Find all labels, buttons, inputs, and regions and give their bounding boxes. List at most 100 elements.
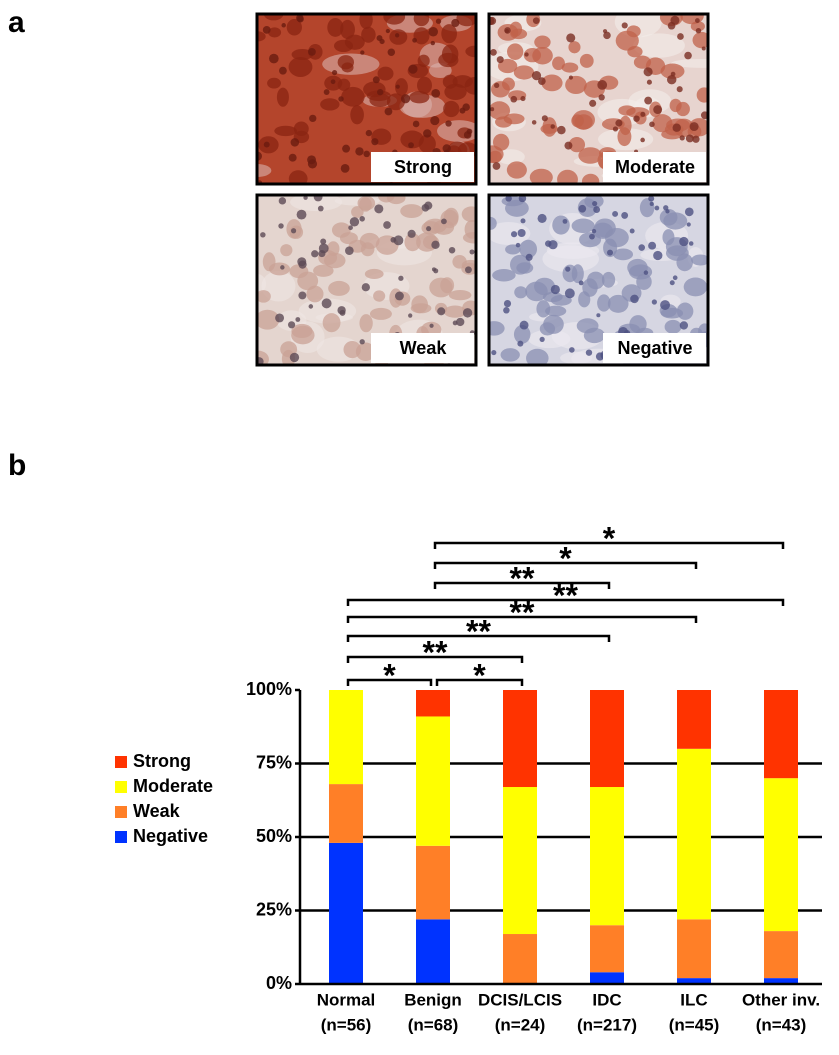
cell xyxy=(306,285,324,303)
nucleus xyxy=(459,107,466,114)
legend-label: Moderate xyxy=(133,776,213,796)
cell xyxy=(578,147,603,164)
sample-size: (n=68) xyxy=(408,1015,459,1034)
bar-segment xyxy=(416,845,450,920)
bar-segment xyxy=(503,690,537,788)
nucleus xyxy=(428,27,438,37)
cell xyxy=(340,19,355,40)
nucleus xyxy=(452,320,458,326)
x-tick-label: IDC xyxy=(592,990,621,1009)
cell xyxy=(268,262,291,276)
nucleus xyxy=(643,67,653,77)
nucleus xyxy=(348,225,353,231)
y-tick-label: 25% xyxy=(256,899,292,919)
bar-segment xyxy=(503,934,537,984)
significance-bracket xyxy=(346,615,698,623)
nucleus xyxy=(564,141,573,150)
cell xyxy=(293,121,309,137)
cell xyxy=(257,290,271,303)
nucleus xyxy=(337,306,346,315)
bar-segment xyxy=(677,748,711,920)
nucleus xyxy=(290,138,300,147)
nucleus xyxy=(649,201,654,206)
nucleus xyxy=(505,195,512,202)
cell xyxy=(492,268,516,282)
cell xyxy=(543,314,564,334)
nucleus xyxy=(603,31,611,40)
cell xyxy=(417,54,430,68)
bar-segment xyxy=(590,972,624,984)
cell xyxy=(452,255,467,269)
nucleus xyxy=(423,129,432,138)
nucleus xyxy=(331,69,338,76)
cell xyxy=(400,204,423,219)
nucleus xyxy=(408,64,418,74)
label-box xyxy=(371,333,474,363)
nucleus xyxy=(393,235,404,246)
significance-bracket xyxy=(346,655,524,663)
cell xyxy=(514,286,528,299)
nucleus xyxy=(383,221,391,229)
bar-segment xyxy=(590,925,624,973)
cell xyxy=(492,133,510,151)
stroma xyxy=(633,33,685,58)
cell xyxy=(386,93,405,111)
cell xyxy=(377,195,395,203)
nucleus xyxy=(688,241,694,246)
nucleus xyxy=(360,50,365,55)
nucleus xyxy=(596,313,601,318)
legend-swatch xyxy=(115,806,127,818)
nucleus xyxy=(303,195,308,200)
nucleus xyxy=(520,218,526,224)
y-tick-label: 75% xyxy=(256,752,292,772)
cell xyxy=(562,264,578,283)
nucleus xyxy=(340,164,350,173)
cell xyxy=(359,197,372,212)
nucleus xyxy=(469,249,475,255)
cell xyxy=(410,303,432,314)
cell xyxy=(267,77,281,89)
nucleus xyxy=(330,79,336,85)
nucleus xyxy=(578,204,587,213)
nucleus xyxy=(365,129,373,137)
y-tick-label: 0% xyxy=(266,973,292,993)
nucleus xyxy=(591,228,597,234)
nucleus xyxy=(684,51,692,60)
nucleus xyxy=(670,71,676,77)
nucleus xyxy=(550,284,560,295)
nucleus xyxy=(644,96,653,105)
nucleus xyxy=(490,107,495,112)
nucleus xyxy=(550,124,555,129)
cell xyxy=(464,76,476,95)
nucleus xyxy=(390,237,397,243)
legend-swatch xyxy=(115,831,127,843)
cell xyxy=(440,277,455,294)
cell xyxy=(464,219,476,239)
cell xyxy=(525,281,548,302)
cell xyxy=(333,39,354,53)
nucleus xyxy=(320,238,327,245)
bar-segment xyxy=(677,690,711,749)
legend-swatch xyxy=(115,781,127,793)
cell xyxy=(619,115,632,136)
x-tick-label: DCIS/LCIS xyxy=(478,990,562,1009)
cell xyxy=(413,27,430,45)
y-tick-label: 100% xyxy=(246,679,292,699)
bar-segment xyxy=(677,919,711,979)
cell xyxy=(626,25,641,38)
nucleus xyxy=(379,38,385,45)
nucleus xyxy=(387,48,396,56)
sample-size: (n=217) xyxy=(577,1015,637,1034)
micrograph: Strong xyxy=(255,12,478,186)
nucleus xyxy=(643,270,649,275)
nucleus xyxy=(510,95,518,103)
nucleus xyxy=(640,137,645,143)
cell xyxy=(680,14,704,25)
nucleus xyxy=(491,350,497,356)
x-tick-label: Other inv. xyxy=(742,990,820,1009)
cell xyxy=(461,206,476,222)
cell xyxy=(613,248,634,261)
nucleus xyxy=(426,226,432,232)
significance-label: ** xyxy=(423,634,448,670)
